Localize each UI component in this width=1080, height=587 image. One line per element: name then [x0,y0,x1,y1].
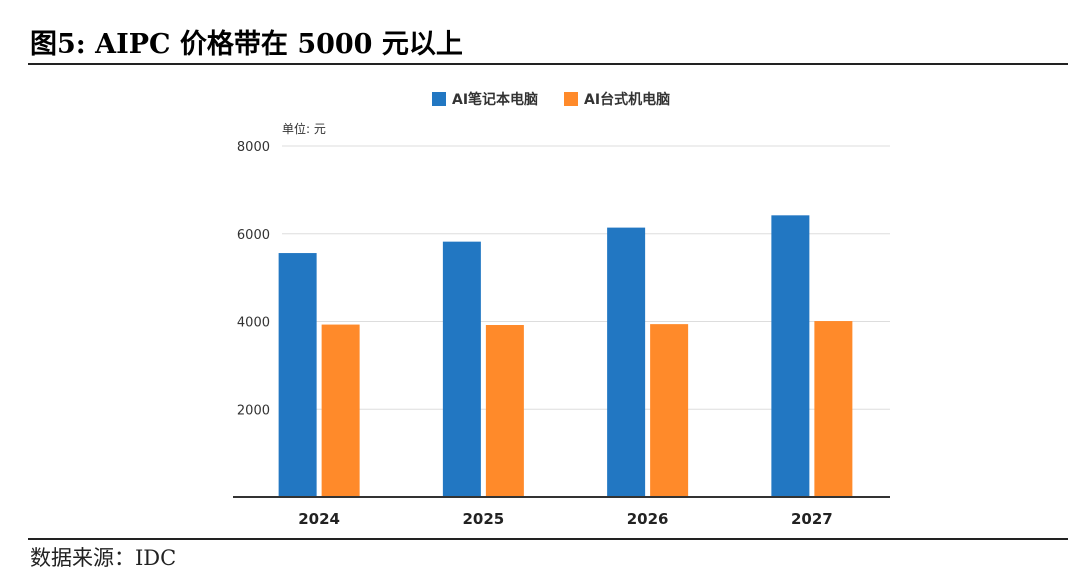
legend-label-notebook: AI笔记本电脑 [452,92,539,108]
legend-swatch-desktop [564,92,579,106]
top-rule [28,63,1068,65]
x-tick-label: 2024 [298,510,340,528]
bar-desktop [321,324,360,497]
bar-notebook [771,215,810,497]
y-tick-label: 8000 [237,140,270,155]
bar-chart: 2000 4000 6000 8000 2024 2025 2026 2027 [233,140,890,528]
bar-desktop [814,321,853,497]
bar-notebook [607,227,646,498]
x-tick-label: 2027 [791,510,833,528]
x-tick-label: 2025 [463,510,505,528]
y-tick-label: 2000 [237,403,270,418]
legend-label-desktop: AI台式机电脑 [584,92,671,108]
y-tick-label: 4000 [237,316,270,331]
unit-label: 单位: 元 [282,122,326,136]
bar-desktop [485,325,524,497]
legend-item-notebook: AI笔记本电脑 [432,89,538,109]
chart-legend: AI笔记本电脑 AI台式机电脑 [432,89,696,109]
legend-swatch-notebook [432,92,446,106]
figure-title: 图5: AIPC 价格带在 5000 元以上 [30,29,463,60]
y-tick-label: 6000 [237,228,270,243]
source-note: 数据来源：IDC [30,546,177,570]
legend-item-desktop: AI台式机电脑 [564,89,670,109]
bar-notebook [442,241,481,497]
bar-desktop [650,324,689,497]
bar-notebook [278,253,317,497]
x-tick-label: 2026 [627,510,669,528]
bottom-rule [28,538,1068,540]
